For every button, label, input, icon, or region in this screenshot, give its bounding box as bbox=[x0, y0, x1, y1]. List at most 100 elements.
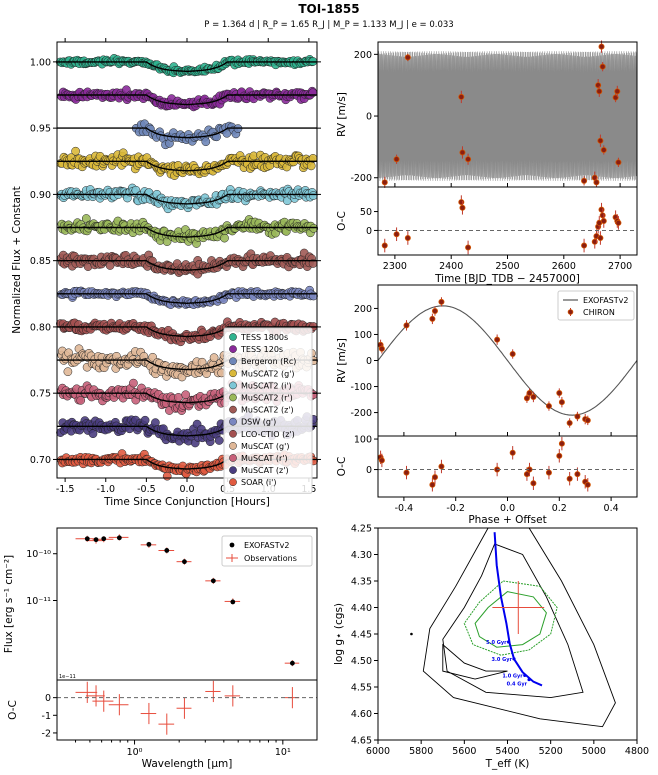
rv-phase-point bbox=[545, 403, 552, 410]
rv-point bbox=[581, 177, 588, 184]
rv-point bbox=[597, 137, 604, 144]
legend-label: TESS 1800s bbox=[240, 333, 288, 342]
x-axis-label: Wavelength [μm] bbox=[142, 758, 233, 770]
oc-y-tick-label: -1 bbox=[42, 711, 51, 722]
legend-marker bbox=[229, 345, 237, 353]
oc-axis-label: O-C bbox=[7, 700, 19, 720]
age-label: 5.0 Gyr bbox=[486, 640, 507, 646]
sed-model-point bbox=[84, 536, 90, 542]
sed-model-point bbox=[230, 599, 236, 605]
legend-marker bbox=[229, 478, 237, 487]
age-marker bbox=[523, 673, 527, 677]
legend-marker bbox=[229, 442, 237, 450]
x-tick-label: -1.5 bbox=[56, 484, 75, 495]
rv-phase-point bbox=[509, 350, 516, 357]
rv-point bbox=[596, 88, 603, 95]
legend-marker bbox=[229, 405, 237, 414]
legend-label: MuSCAT2 (r') bbox=[241, 394, 293, 403]
rv-phase-point bbox=[556, 390, 563, 397]
y-tick-label: 4.35 bbox=[351, 577, 372, 588]
y-tick-label: 4.65 bbox=[351, 736, 372, 747]
rv-point bbox=[404, 54, 411, 61]
y-tick-label: 200 bbox=[354, 50, 372, 61]
y-tick-label: 4.50 bbox=[351, 656, 372, 667]
oc-point bbox=[598, 206, 605, 213]
age-label: 0.4 Gyr bbox=[507, 682, 528, 688]
age-marker bbox=[512, 657, 516, 661]
oc-point bbox=[574, 471, 581, 478]
x-tick-label: 2600 bbox=[552, 261, 576, 272]
legend-label: Bergeron (Rc) bbox=[241, 357, 296, 366]
rv-phase-point bbox=[584, 417, 591, 424]
figure-title: TOI-1855 bbox=[298, 2, 359, 16]
oc-point bbox=[458, 199, 465, 206]
transit-panel: -1.5-1.0-0.50.00.51.01.50.700.750.800.85… bbox=[11, 38, 321, 508]
y-tick-label: -100 bbox=[350, 382, 372, 393]
x-tick-label: 5000 bbox=[582, 746, 606, 757]
legend-marker bbox=[229, 333, 237, 341]
sed-model-point bbox=[289, 660, 295, 666]
rv-phase-model-line bbox=[377, 305, 638, 416]
y-tick-label: 0.90 bbox=[30, 190, 51, 201]
transit-point bbox=[140, 415, 150, 425]
y-tick-label: 4.30 bbox=[351, 550, 372, 561]
sed-model-point bbox=[93, 537, 99, 543]
rv-point bbox=[458, 93, 465, 100]
y-axis-label: Flux [erg s⁻¹ cm⁻²] bbox=[3, 555, 15, 653]
x-tick-label: 5200 bbox=[539, 746, 563, 757]
rv-point bbox=[393, 156, 400, 163]
oc-point bbox=[378, 457, 385, 464]
transit-point bbox=[162, 471, 172, 481]
oc-point bbox=[556, 452, 563, 459]
legend-label: MuSCAT2 (z') bbox=[241, 406, 294, 415]
y-tick-label: 4.45 bbox=[351, 630, 372, 641]
rv-point bbox=[595, 82, 602, 89]
rv-phase-point bbox=[530, 393, 537, 400]
transit-model-line bbox=[57, 260, 317, 271]
legend-marker bbox=[229, 357, 237, 366]
rv-phase-point bbox=[523, 395, 530, 402]
x-tick-label: 2700 bbox=[608, 261, 632, 272]
transit-model-line bbox=[57, 326, 317, 338]
transit-point bbox=[309, 224, 319, 233]
y-tick-label: 200 bbox=[354, 304, 372, 315]
transit-point bbox=[201, 137, 211, 147]
oc-point bbox=[429, 481, 436, 488]
rv-model-group bbox=[378, 51, 637, 181]
oc-point bbox=[600, 217, 607, 224]
age-label: 3.0 Gyr bbox=[492, 657, 513, 663]
transit-point bbox=[76, 396, 86, 405]
x-tick-label: 10⁰ bbox=[127, 747, 143, 758]
oc-point bbox=[597, 234, 604, 241]
y-tick-label: 0 bbox=[366, 356, 372, 367]
oc-y-tick-label: -2 bbox=[42, 728, 51, 739]
rv-phase-point bbox=[431, 308, 438, 315]
x-tick-label: 2500 bbox=[495, 261, 519, 272]
sed-model-point bbox=[146, 541, 152, 547]
oc-point bbox=[558, 440, 565, 447]
rv-point bbox=[598, 43, 605, 50]
x-tick-label: 2300 bbox=[383, 261, 407, 272]
oc-y-tick-label: 100 bbox=[354, 435, 372, 446]
rv-point bbox=[465, 156, 472, 163]
x-tick-label: -0.4 bbox=[395, 503, 414, 514]
rv-point bbox=[614, 88, 621, 95]
oc-point bbox=[438, 463, 445, 470]
transit-point bbox=[308, 191, 318, 200]
oc-point bbox=[381, 242, 388, 249]
oc-point bbox=[530, 480, 537, 487]
sed-panel: 10⁰ 10¹ 10⁻¹⁰ 10⁻¹¹ 0 -1 -2 1e−11 Wavelength [μm… bbox=[3, 527, 318, 770]
rv-phase-point bbox=[429, 315, 436, 322]
rv-phase-point bbox=[566, 419, 573, 426]
legend-label: MuSCAT (z') bbox=[241, 466, 289, 475]
rv-model-line bbox=[378, 51, 637, 181]
rv-point bbox=[381, 179, 388, 186]
legend-label: DSW (g') bbox=[241, 418, 276, 427]
oc-point bbox=[404, 234, 411, 241]
sed-model-point bbox=[116, 535, 122, 541]
x-tick-label: 5800 bbox=[409, 746, 433, 757]
y-tick-label: 0.70 bbox=[30, 455, 51, 466]
y-tick-label: 4.60 bbox=[351, 709, 372, 720]
oc-point bbox=[431, 474, 438, 481]
oc-y-tick-label: 0 bbox=[366, 226, 372, 237]
